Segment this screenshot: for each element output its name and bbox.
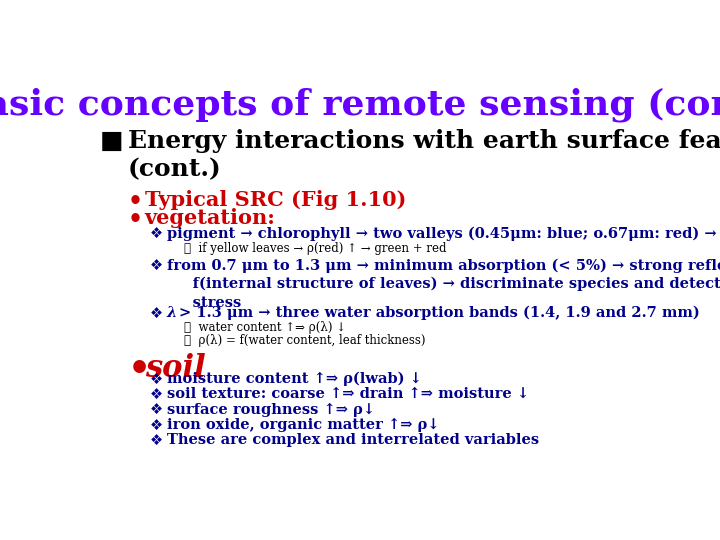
Text: surface roughness ↑⇒ ρ↓: surface roughness ↑⇒ ρ↓ <box>167 402 375 416</box>
Text: Typical SRC (Fig 1.10): Typical SRC (Fig 1.10) <box>145 190 406 210</box>
Text: ❖: ❖ <box>150 226 163 241</box>
Text: from 0.7 μm to 1.3 μm → minimum absorption (< 5%) → strong reflectance =
     f(: from 0.7 μm to 1.3 μm → minimum absorpti… <box>167 258 720 310</box>
Text: Energy interactions with earth surface features
(cont.): Energy interactions with earth surface f… <box>128 129 720 181</box>
Text: iron oxide, organic matter ↑⇒ ρ↓: iron oxide, organic matter ↑⇒ ρ↓ <box>167 418 439 432</box>
Text: λ: λ <box>167 306 177 320</box>
Text: > 1.3 μm → three water absorption bands (1.4, 1.9 and 2.7 mm): > 1.3 μm → three water absorption bands … <box>179 306 700 320</box>
Text: ❖: ❖ <box>150 402 163 417</box>
Text: ❖: ❖ <box>150 258 163 273</box>
Text: ❖: ❖ <box>150 387 163 402</box>
Text: These are complex and interrelated variables: These are complex and interrelated varia… <box>167 433 539 447</box>
Text: ❖: ❖ <box>150 433 163 448</box>
Text: soil: soil <box>145 353 205 383</box>
Text: pigment → chlorophyll → two valleys (0.45μm: blue; o.67μm: red) → green: pigment → chlorophyll → two valleys (0.4… <box>167 226 720 240</box>
Text: Basic concepts of remote sensing (cont.): Basic concepts of remote sensing (cont.) <box>0 87 720 122</box>
Text: ➤  ρ(λ) = f(water content, leaf thickness): ➤ ρ(λ) = f(water content, leaf thickness… <box>184 334 426 347</box>
Text: ■: ■ <box>100 129 124 153</box>
Text: soil texture: coarse ↑⇒ drain ↑⇒ moisture ↓: soil texture: coarse ↑⇒ drain ↑⇒ moistur… <box>167 387 529 401</box>
Text: vegetation:: vegetation: <box>145 208 276 228</box>
Text: ❖: ❖ <box>150 306 163 321</box>
Text: moisture content ↑⇒ ρ(lwab) ↓: moisture content ↑⇒ ρ(lwab) ↓ <box>167 372 422 386</box>
Text: •: • <box>128 208 143 232</box>
Text: ❖: ❖ <box>150 418 163 433</box>
Text: •: • <box>128 353 151 387</box>
Text: ❖: ❖ <box>150 372 163 387</box>
Text: ➤  water content ↑⇒ ρ(λ) ↓: ➤ water content ↑⇒ ρ(λ) ↓ <box>184 321 346 334</box>
Text: ➤  if yellow leaves → ρ(red) ↑ → green + red: ➤ if yellow leaves → ρ(red) ↑ → green + … <box>184 241 446 254</box>
Text: •: • <box>128 190 143 213</box>
